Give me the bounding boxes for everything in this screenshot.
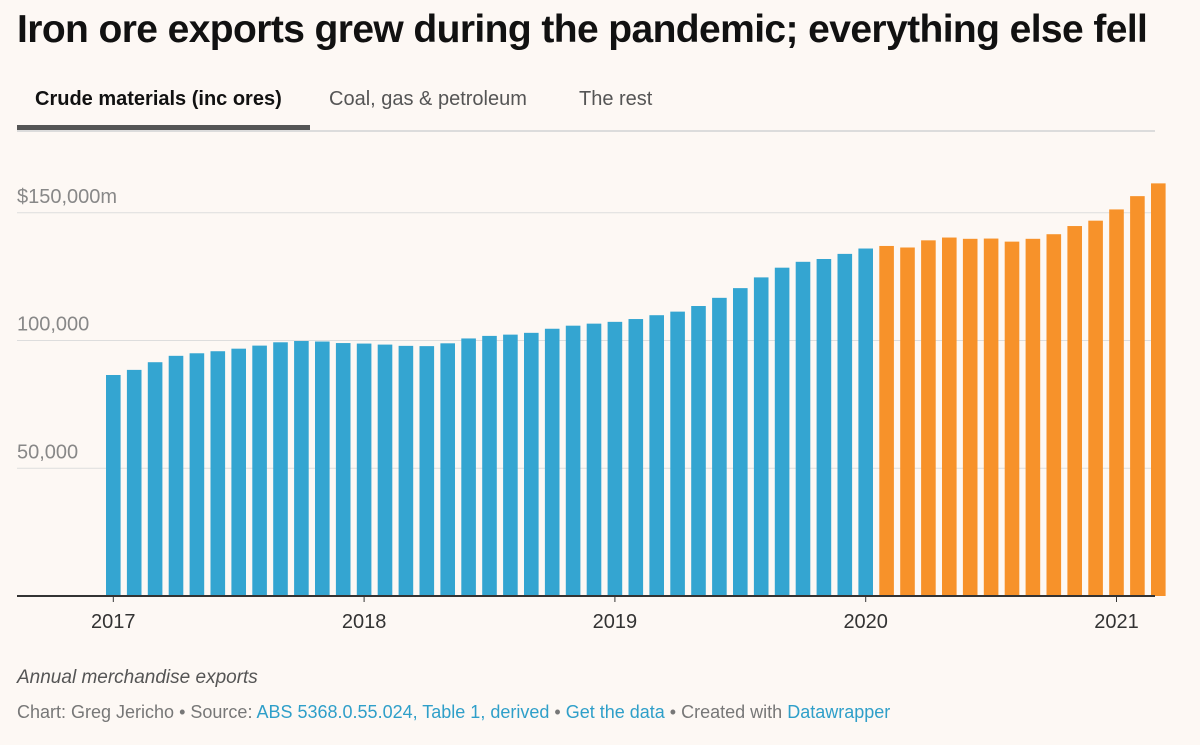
bar (879, 245, 894, 596)
bar (126, 369, 142, 596)
bar (419, 346, 435, 596)
bar (356, 343, 372, 596)
chart-footer: Chart: Greg Jericho • Source: ABS 5368.0… (17, 702, 890, 723)
x-tick-label: 2017 (91, 611, 136, 633)
bar (816, 258, 832, 596)
bar (315, 341, 330, 596)
chart-credit: Chart: Greg Jericho (17, 702, 175, 722)
bar (1109, 209, 1124, 596)
bar (586, 323, 602, 596)
chart-notes: Annual merchandise exports (17, 667, 258, 688)
separator: • (669, 702, 677, 722)
bar (942, 237, 957, 596)
bar (858, 248, 873, 596)
bar (1004, 241, 1020, 596)
bar (1151, 183, 1166, 596)
separator: • (179, 702, 186, 722)
bar (231, 348, 246, 596)
source-label: Source: (190, 702, 253, 722)
bar (900, 247, 915, 597)
bar (1088, 220, 1103, 596)
bar (503, 334, 518, 596)
bar (1067, 226, 1082, 596)
separator: • (554, 702, 561, 722)
bar (712, 297, 727, 596)
bar (795, 261, 811, 596)
bar (252, 345, 267, 596)
x-tick-label: 2019 (593, 611, 638, 633)
bar (461, 338, 476, 596)
bar (921, 240, 936, 596)
bar (440, 343, 455, 596)
bar (147, 362, 163, 596)
chart-title: Iron ore exports grew during the pandemi… (17, 8, 1148, 51)
bar (482, 335, 497, 596)
bar (398, 345, 414, 596)
bar (524, 332, 539, 596)
bar (1046, 234, 1062, 596)
x-tick-label: 2021 (1094, 611, 1139, 633)
bar (837, 253, 853, 596)
source-link[interactable]: ABS 5368.0.55.024, Table 1, derived (256, 702, 550, 722)
tab-bar: Crude materials (inc ores) Coal, gas & p… (17, 86, 1155, 132)
y-tick-label: 100,000 (17, 314, 89, 336)
tab-coal-gas-petroleum[interactable]: Coal, gas & petroleum (329, 88, 527, 110)
tab-the-rest[interactable]: The rest (579, 88, 653, 110)
bar (565, 325, 581, 596)
bar (962, 238, 978, 596)
bar (691, 306, 706, 596)
bar (168, 355, 184, 596)
bar-chart: 50,000 100,000 $150,000m 2017 2018 2019 2020 20… (17, 183, 1166, 633)
bar (607, 321, 623, 596)
bar (628, 319, 644, 596)
bar (1130, 196, 1145, 596)
x-tick-label: 2020 (843, 611, 888, 633)
bar (106, 374, 121, 596)
bar (335, 343, 351, 596)
datawrapper-link[interactable]: Datawrapper (787, 702, 891, 722)
x-tick-label: 2018 (342, 611, 387, 633)
bar (733, 288, 748, 596)
bar (1025, 238, 1041, 596)
bar (983, 238, 999, 597)
bar (210, 351, 226, 596)
bar (189, 353, 205, 596)
bar (753, 277, 769, 596)
bar (649, 315, 664, 596)
tab-crude-materials[interactable]: Crude materials (inc ores) (17, 86, 310, 130)
y-tick-label: 50,000 (17, 441, 78, 463)
get-data-link[interactable]: Get the data (565, 702, 665, 722)
created-with-label: Created with (681, 702, 783, 722)
bar (774, 267, 790, 596)
bar (377, 344, 393, 596)
bar (544, 328, 560, 596)
bar (273, 342, 288, 596)
bar (670, 311, 685, 596)
bar (294, 341, 309, 596)
y-tick-label: $150,000m (17, 186, 117, 208)
